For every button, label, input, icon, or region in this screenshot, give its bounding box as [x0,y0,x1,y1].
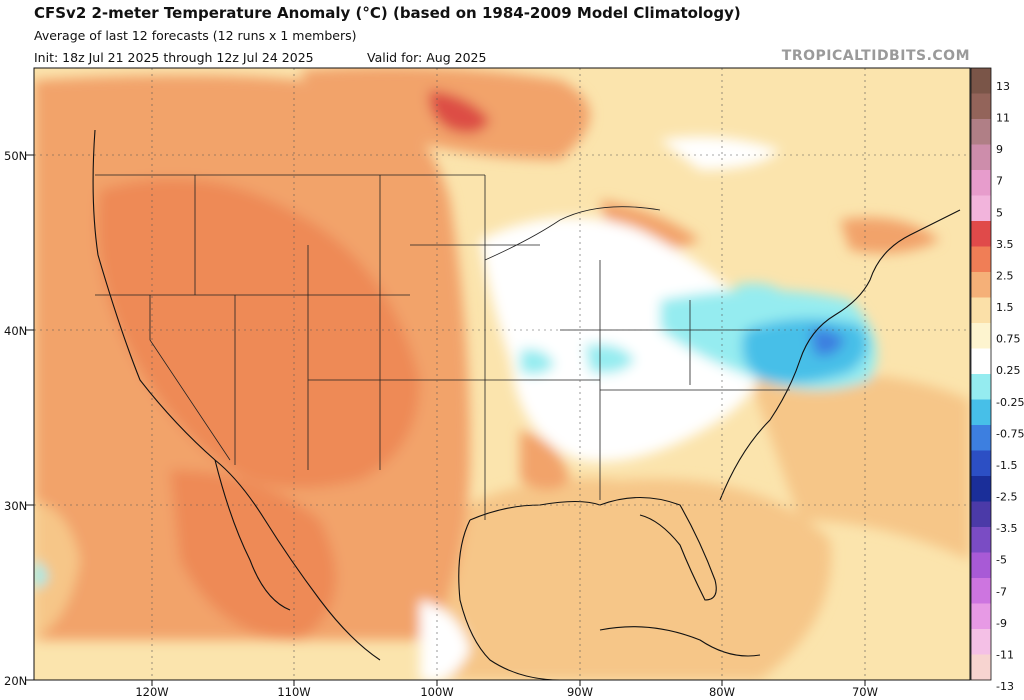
colorbar-swatch [971,195,991,222]
colorbar-label: -0.25 [996,396,1024,409]
colorbar-label: -5 [996,554,1007,567]
colorbar-swatch [971,527,991,553]
map-frame [33,67,971,681]
colorbar-label: -9 [996,617,1007,630]
valid-time: Valid for: Aug 2025 [367,50,487,65]
coastlines [92,129,961,680]
colorbar-swatch [971,68,991,94]
anomaly-field [34,68,970,680]
colorbar-label: 5 [996,206,1003,219]
colorbar-swatch [971,272,991,298]
colorbar-swatch [971,221,991,247]
colorbar-swatch [971,93,991,120]
colorbar-label: 0.25 [996,364,1021,377]
colorbar-swatch [971,144,991,171]
lat-label-30n: 30N [4,499,27,513]
colorbar-swatch [971,425,991,451]
colorbar-swatch [971,119,991,145]
colorbar-label: 2.5 [996,270,1014,283]
colorbar-label: -11 [996,648,1014,661]
colorbar-swatch [971,374,991,400]
longitude-labels: 120W 110W 100W 90W 80W 70W [135,680,878,699]
colorbar-label: 9 [996,143,1003,156]
latitude-labels: 50N 40N 30N 20N [4,149,34,688]
colorbar-swatch [971,323,991,349]
source-watermark: TROPICALTIDBITS.COM [781,48,970,64]
colorbar-label: -7 [996,585,1007,598]
colorbar-label: -13 [996,680,1014,693]
colorbar: 13 11 9 7 5 3.5 2.5 1.5 0.75 0.25 -0.25 … [970,67,1024,693]
lon-label-110w: 110W [277,685,310,699]
lat-label-50n: 50N [4,149,27,163]
lon-label-80w: 80W [709,685,735,699]
colorbar-label: 1.5 [996,301,1014,314]
colorbar-label: 7 [996,175,1003,188]
colorbar-label: 13 [996,80,1010,93]
colorbar-swatch [971,348,991,375]
colorbar-swatch [971,629,991,655]
lon-label-120w: 120W [135,685,168,699]
colorbar-swatch [971,501,991,528]
colorbar-label: -1.5 [996,459,1017,472]
chart-title: CFSv2 2-meter Temperature Anomaly (°C) (… [34,4,741,22]
lat-label-40n: 40N [4,324,27,338]
colorbar-swatch [971,297,991,324]
colorbar-label: -3.5 [996,522,1017,535]
colorbar-frame [970,67,992,681]
colorbar-swatch [971,476,991,502]
colorbar-swatch [971,603,991,630]
init-time: Init: 18z Jul 21 2025 through 12z Jul 24… [34,50,314,65]
colorbar-swatch [971,578,991,604]
colorbar-labels: 13 11 9 7 5 3.5 2.5 1.5 0.75 0.25 -0.25 … [996,80,1024,693]
colorbar-label: -0.75 [996,427,1024,440]
chart-subtitle: Average of last 12 forecasts (12 runs x … [34,28,357,43]
colorbar-swatch [971,399,991,426]
colorbar-swatch [971,552,991,579]
colorbar-label: 3.5 [996,238,1014,251]
colorbar-swatches [971,68,991,681]
colorbar-swatch [971,246,991,273]
colorbar-swatch [971,654,991,681]
colorbar-label: 0.75 [996,333,1021,346]
lon-label-90w: 90W [567,685,593,699]
colorbar-swatch [971,450,991,477]
graticule [34,68,970,680]
colorbar-swatch [971,170,991,196]
lon-label-100w: 100W [420,685,453,699]
lon-label-70w: 70W [852,685,878,699]
lat-label-20n: 20N [4,674,27,688]
colorbar-label: -2.5 [996,491,1017,504]
colorbar-label: 11 [996,112,1010,125]
